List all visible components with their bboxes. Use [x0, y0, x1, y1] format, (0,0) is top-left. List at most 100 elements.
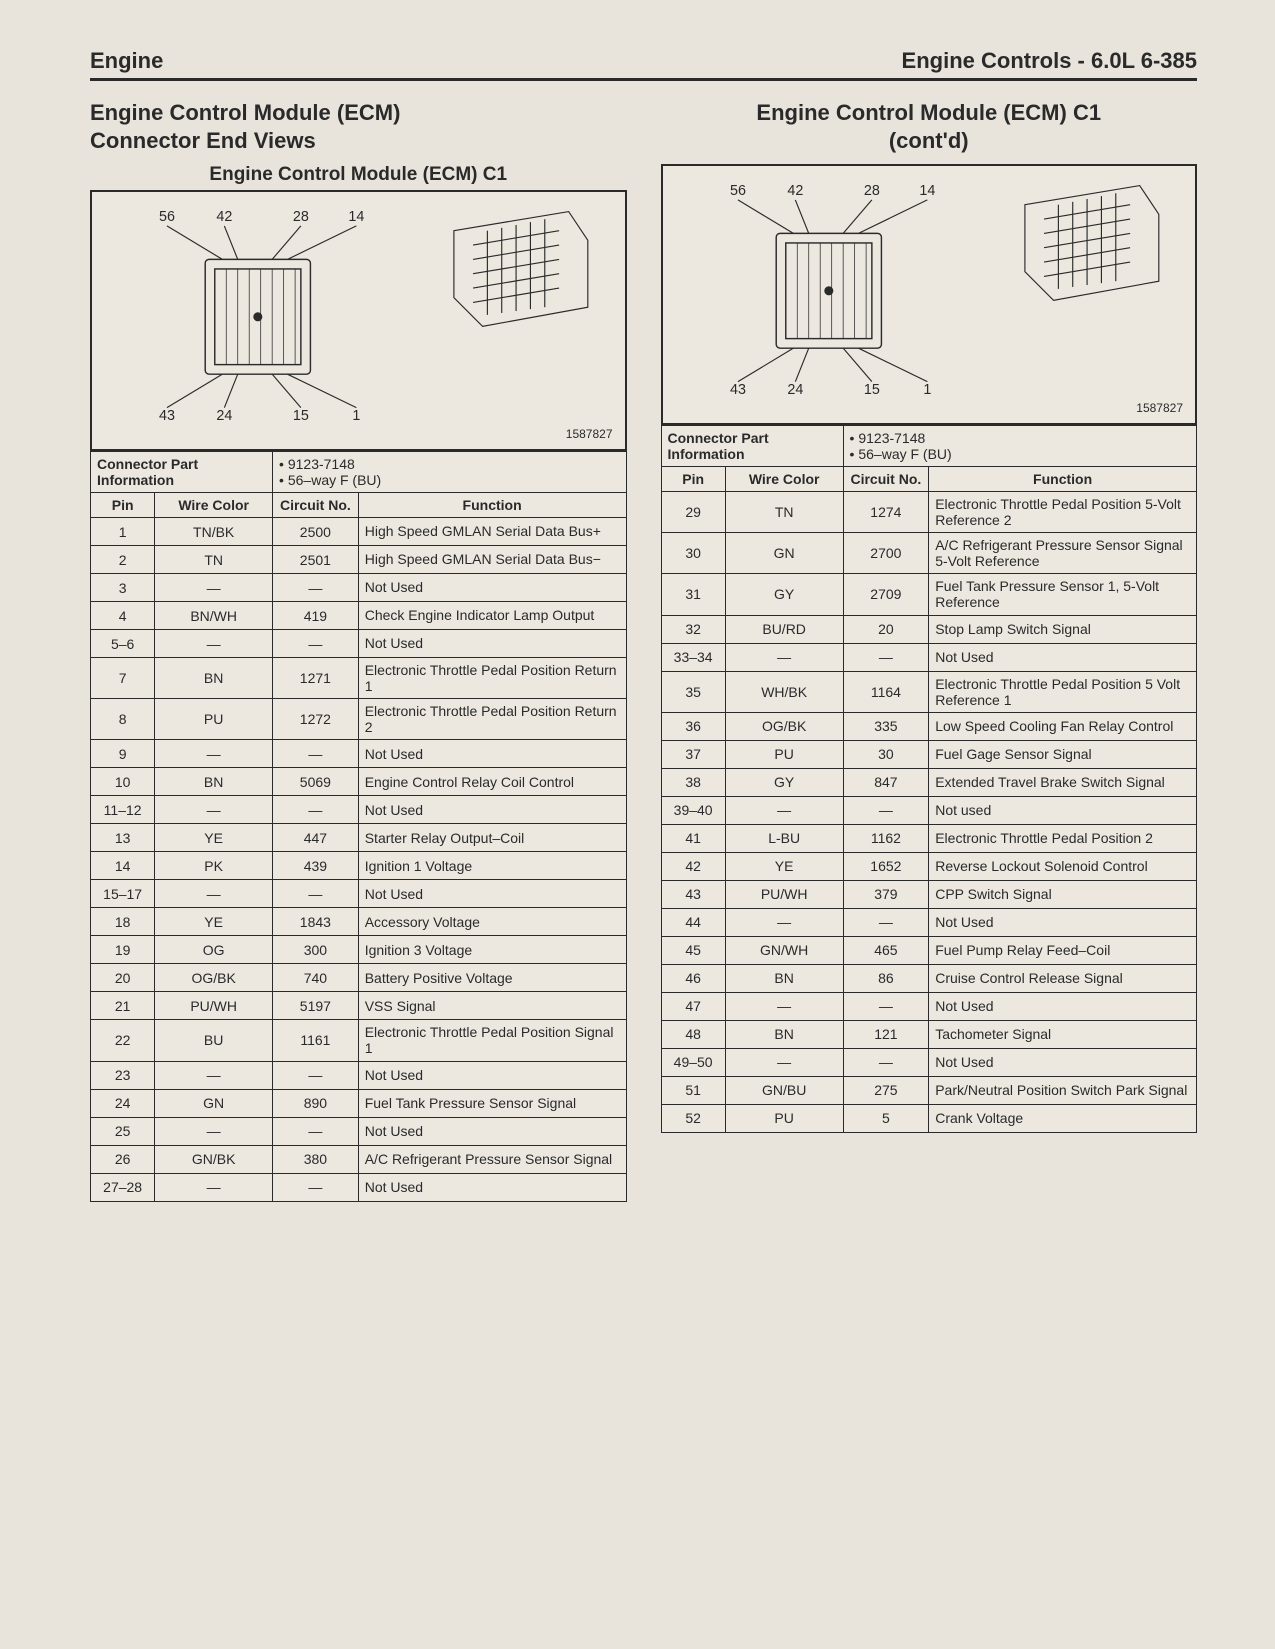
- cell-pin: 43: [661, 880, 725, 908]
- cell-func: Reverse Lockout Solenoid Control: [929, 852, 1197, 880]
- cell-pin: 21: [91, 992, 155, 1020]
- table-row: 46BN86Cruise Control Release Signal: [661, 964, 1197, 992]
- cell-circuit: —: [843, 908, 929, 936]
- cell-wire: TN: [155, 546, 273, 574]
- cell-circuit: —: [273, 880, 359, 908]
- table-row: 42YE1652Reverse Lockout Solenoid Control: [661, 852, 1197, 880]
- pin-label: 43: [159, 408, 175, 422]
- cell-wire: YE: [155, 824, 273, 852]
- table-row: 24GN890Fuel Tank Pressure Sensor Signal: [91, 1089, 627, 1117]
- connector-val2: 56–way F (BU): [279, 472, 619, 488]
- cell-circuit: 2709: [843, 574, 929, 615]
- pin-label: 15: [863, 382, 879, 396]
- cell-func: Park/Neutral Position Switch Park Signal: [929, 1076, 1197, 1104]
- cell-func: Check Engine Indicator Lamp Output: [358, 602, 626, 630]
- table-row: 32BU/RD20Stop Lamp Switch Signal: [661, 615, 1197, 643]
- right-connector-diagram: 56 42 28 14: [671, 176, 1188, 396]
- left-pinout-table: Connector Part Information 9123-7148 56–…: [90, 451, 627, 1202]
- cell-func: Engine Control Relay Coil Control: [358, 768, 626, 796]
- cell-wire: GN/BK: [155, 1145, 273, 1173]
- cell-func: CPP Switch Signal: [929, 880, 1197, 908]
- left-title-line2: Connector End Views: [90, 128, 316, 153]
- table-row: 52PU5Crank Voltage: [661, 1104, 1197, 1132]
- cell-pin: 45: [661, 936, 725, 964]
- right-diagram-id: 1587827: [671, 401, 1188, 417]
- pin-label: 24: [787, 382, 803, 396]
- cell-circuit: 439: [273, 852, 359, 880]
- cell-wire: —: [155, 574, 273, 602]
- cell-func: Not Used: [929, 992, 1197, 1020]
- connector-val1: 9123-7148: [850, 430, 1190, 446]
- cell-circuit: 20: [843, 615, 929, 643]
- right-diagram-box: 56 42 28 14: [661, 164, 1198, 425]
- cell-circuit: —: [843, 1048, 929, 1076]
- connector-values: 9123-7148 56–way F (BU): [273, 452, 626, 493]
- table-row: 19OG300Ignition 3 Voltage: [91, 936, 627, 964]
- cell-wire: TN/BK: [155, 518, 273, 546]
- cell-func: Cruise Control Release Signal: [929, 964, 1197, 992]
- cell-func: Ignition 3 Voltage: [358, 936, 626, 964]
- cell-wire: YE: [155, 908, 273, 936]
- pin-label: 1: [923, 382, 931, 396]
- cell-func: VSS Signal: [358, 992, 626, 1020]
- cell-circuit: 30: [843, 740, 929, 768]
- cell-circuit: 335: [843, 712, 929, 740]
- cell-wire: PU: [155, 699, 273, 740]
- table-row: 35WH/BK1164Electronic Throttle Pedal Pos…: [661, 671, 1197, 712]
- cell-wire: BN: [725, 1020, 843, 1048]
- cell-wire: BU: [155, 1020, 273, 1061]
- pin-label: 24: [216, 408, 232, 422]
- cell-circuit: 1274: [843, 492, 929, 533]
- cell-pin: 46: [661, 964, 725, 992]
- cell-wire: L-BU: [725, 824, 843, 852]
- two-column-layout: Engine Control Module (ECM) Connector En…: [90, 95, 1197, 1202]
- cell-wire: —: [725, 643, 843, 671]
- left-column: Engine Control Module (ECM) Connector En…: [90, 95, 627, 1202]
- table-row: 49–50——Not Used: [661, 1048, 1197, 1076]
- cell-circuit: —: [273, 1173, 359, 1201]
- cell-func: Electronic Throttle Pedal Position Retur…: [358, 699, 626, 740]
- cell-func: Accessory Voltage: [358, 908, 626, 936]
- cell-wire: —: [155, 796, 273, 824]
- connector-values: 9123-7148 56–way F (BU): [843, 426, 1196, 467]
- cell-pin: 48: [661, 1020, 725, 1048]
- cell-circuit: —: [273, 796, 359, 824]
- cell-wire: —: [155, 740, 273, 768]
- table-row: 3——Not Used: [91, 574, 627, 602]
- cell-pin: 5–6: [91, 630, 155, 658]
- cell-pin: 9: [91, 740, 155, 768]
- cell-pin: 37: [661, 740, 725, 768]
- right-title-line1: Engine Control Module (ECM) C1: [756, 100, 1101, 125]
- col-wire: Wire Color: [725, 467, 843, 492]
- cell-wire: —: [725, 992, 843, 1020]
- cell-pin: 39–40: [661, 796, 725, 824]
- table-row: 4BN/WH419Check Engine Indicator Lamp Out…: [91, 602, 627, 630]
- cell-wire: —: [155, 1061, 273, 1089]
- cell-circuit: 5197: [273, 992, 359, 1020]
- cell-circuit: 5: [843, 1104, 929, 1132]
- pin-label: 15: [293, 408, 309, 422]
- cell-circuit: —: [843, 643, 929, 671]
- cell-pin: 2: [91, 546, 155, 574]
- cell-pin: 47: [661, 992, 725, 1020]
- cell-func: Not Used: [358, 1173, 626, 1201]
- cell-func: A/C Refrigerant Pressure Sensor Signal 5…: [929, 533, 1197, 574]
- table-row: 30GN2700A/C Refrigerant Pressure Sensor …: [661, 533, 1197, 574]
- pin-label: 28: [863, 183, 879, 199]
- table-row: 2TN2501High Speed GMLAN Serial Data Bus−: [91, 546, 627, 574]
- cell-func: Not Used: [358, 796, 626, 824]
- table-row: 8PU1272Electronic Throttle Pedal Positio…: [91, 699, 627, 740]
- col-pin: Pin: [661, 467, 725, 492]
- cell-wire: PU: [725, 740, 843, 768]
- table-row: 29TN1274Electronic Throttle Pedal Positi…: [661, 492, 1197, 533]
- right-pinout-table: Connector Part Information 9123-7148 56–…: [661, 425, 1198, 1133]
- page: Engine Engine Controls - 6.0L 6-385 Engi…: [0, 0, 1275, 1649]
- cell-wire: —: [155, 1117, 273, 1145]
- header-right: Engine Controls - 6.0L 6-385: [902, 48, 1197, 74]
- col-function: Function: [358, 493, 626, 518]
- cell-func: High Speed GMLAN Serial Data Bus−: [358, 546, 626, 574]
- cell-func: Low Speed Cooling Fan Relay Control: [929, 712, 1197, 740]
- cell-pin: 4: [91, 602, 155, 630]
- table-row: 41L-BU1162Electronic Throttle Pedal Posi…: [661, 824, 1197, 852]
- table-row: 36OG/BK335Low Speed Cooling Fan Relay Co…: [661, 712, 1197, 740]
